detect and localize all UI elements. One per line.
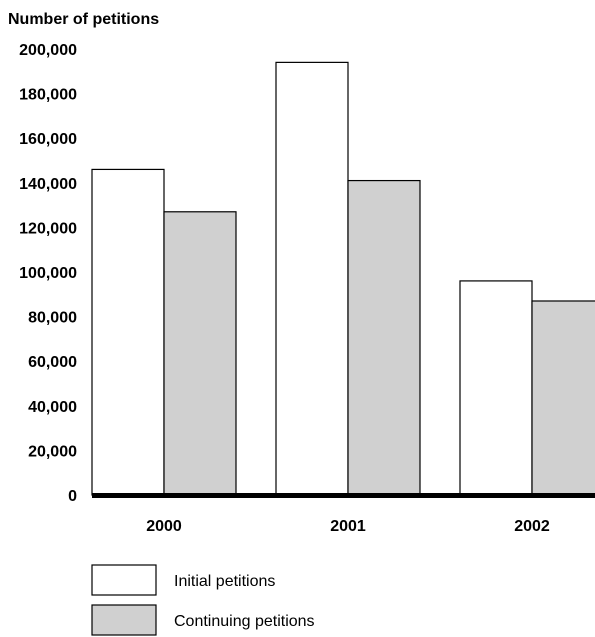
- y-tick-label: 120,000: [19, 220, 77, 237]
- legend-swatch: [91, 604, 157, 636]
- bar-2002-continuing: [531, 300, 595, 496]
- bar-2000-continuing: [163, 211, 237, 496]
- y-axis-label: Number of petitions: [8, 11, 159, 28]
- y-tick-label: 180,000: [19, 87, 77, 104]
- y-tick-label: 100,000: [19, 265, 77, 282]
- x-tick-label: 2002: [514, 518, 550, 535]
- bar-2001-initial: [275, 61, 349, 496]
- legend-label: Initial petitions: [174, 573, 275, 590]
- x-tick-label: 2000: [146, 518, 182, 535]
- bar-2002-initial: [459, 280, 533, 496]
- y-tick-label: 160,000: [19, 131, 77, 148]
- bar-2000-initial: [91, 168, 165, 496]
- y-tick-label: 60,000: [28, 354, 77, 371]
- y-tick-label: 140,000: [19, 176, 77, 193]
- x-tick-label: 2001: [330, 518, 366, 535]
- y-tick-label: 40,000: [28, 399, 77, 416]
- x-axis-categories: 2000 2001 2002: [146, 518, 550, 535]
- y-axis-ticks: 0 20,000 40,000 60,000 80,000 100,000 120,000 1…: [19, 42, 77, 505]
- x-axis-baseline: [92, 493, 595, 498]
- legend: Initial petitions Continuing petitions: [91, 564, 315, 636]
- bars: [91, 61, 595, 496]
- y-tick-label: 0: [68, 488, 77, 505]
- legend-swatch: [91, 564, 157, 596]
- y-tick-label: 20,000: [28, 443, 77, 460]
- bar-2001-continuing: [347, 179, 421, 496]
- legend-label: Continuing petitions: [174, 613, 315, 630]
- y-tick-label: 200,000: [19, 42, 77, 59]
- y-tick-label: 80,000: [28, 310, 77, 327]
